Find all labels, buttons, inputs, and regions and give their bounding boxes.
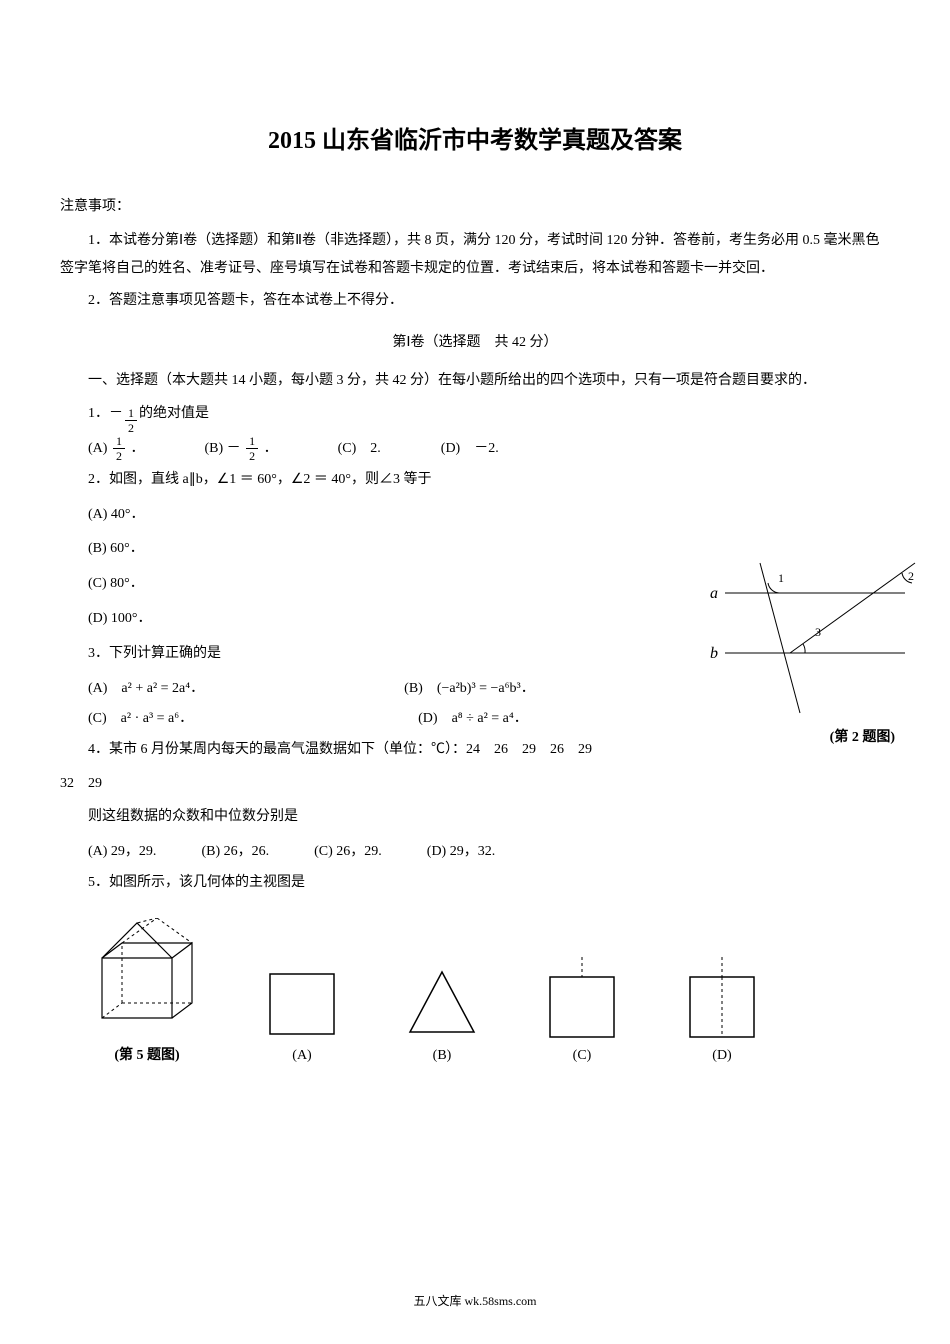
q1-prompt: 1．－ 1 2 的绝对值是 [88, 399, 890, 434]
q1-opt-a: (A) 1 2 ． [88, 434, 144, 465]
q3-opt-a: (A) a² + a² = 2a⁴． [88, 674, 204, 705]
notice-paragraph-1: 1．本试卷分第Ⅰ卷（选择题）和第Ⅱ卷（非选择题），共 8 页，满分 120 分，… [60, 227, 890, 283]
q2-label-2: 2 [908, 569, 914, 583]
q1-suffix: 的绝对值是 [139, 399, 209, 430]
q4-line2: 32 29 [60, 770, 890, 798]
q1-prefix: 1．－ [88, 399, 123, 430]
q4-line3: 则这组数据的众数和中位数分别是 [88, 802, 890, 833]
q5-opt-b-icon [402, 962, 482, 1042]
q5-opt-c-label: (C) [573, 1048, 592, 1064]
q2-label-1: 1 [778, 571, 784, 585]
q5-prompt: 5．如图所示，该几何体的主视图是 [88, 868, 890, 899]
notice-paragraph-2: 2．答题注意事项见答题卡，答在本试卷上不得分． [60, 287, 890, 315]
q5-opt-a-block: (A) [262, 962, 342, 1064]
q4-options: (A) 29，29. (B) 26，26. (C) 26，29. (D) 29，… [88, 837, 890, 868]
q1-options: (A) 1 2 ． (B) － 1 2 ． (C) 2. (D) －2. [88, 434, 890, 465]
q5-3d-icon [92, 918, 202, 1038]
q5-opt-d-label: (D) [712, 1048, 731, 1064]
q4-opt-b: (B) 26，26. [201, 837, 269, 868]
q2-opt-a: (A) 40°． [88, 500, 890, 531]
notice-heading: 注意事项： [60, 195, 890, 215]
part1-title: 第Ⅰ卷（选择题 共 42 分） [60, 331, 890, 351]
q5-opt-d-icon [682, 952, 762, 1042]
q5-opt-c-block: (C) [542, 952, 622, 1064]
q2-figure-label: (第 2 题图) [830, 726, 895, 746]
q1-opt-b: (B) － 1 2 ． [204, 434, 277, 465]
q3-opt-b: (B) (−a²b)³ = −a⁶b³． [404, 674, 535, 705]
q4-opt-c: (C) 26，29. [314, 837, 382, 868]
q3-opt-c: (C) a² · a³ = a⁶． [88, 704, 193, 735]
q4-prompt: 4．某市 6 月份某周内每天的最高气温数据如下（单位：℃）：24 26 29 2… [88, 735, 890, 766]
q2-prompt: 2．如图，直线 a∥b，∠1 ＝ 60°，∠2 ＝ 40°，则∠3 等于 [88, 465, 890, 496]
q1-opt-d: (D) －2. [441, 434, 499, 465]
q5-opt-a-icon [262, 962, 342, 1042]
q1-fraction: 1 2 [125, 407, 137, 434]
q5-figure-label: (第 5 题图) [114, 1044, 179, 1064]
q5-3d-figure: (第 5 题图) [92, 918, 202, 1064]
q5-opt-c-icon [542, 952, 622, 1042]
q4-opt-d: (D) 29，32. [427, 837, 495, 868]
q2-label-b: b [710, 645, 718, 662]
document-title: 2015 山东省临沂市中考数学真题及答案 [60, 120, 890, 155]
q4-opt-a: (A) 29，29. [88, 837, 156, 868]
q1-opt-c: (C) 2. [338, 434, 381, 465]
q5-opt-b-block: (B) [402, 962, 482, 1064]
q5-opt-b-label: (B) [433, 1048, 452, 1064]
q2-label-3: 3 [815, 625, 821, 639]
page-footer: 五八文库 wk.58sms.com [0, 1292, 950, 1309]
part1-instructions: 一、选择题（本大题共 14 小题，每小题 3 分，共 42 分）在每小题所给出的… [60, 367, 890, 395]
q2-figure: a b 1 2 3 [690, 558, 920, 723]
q5-figures-row: (第 5 题图) (A) (B) (C) (D) [92, 918, 890, 1064]
q5-opt-d-block: (D) [682, 952, 762, 1064]
q3-opt-d: (D) a⁸ ÷ a² = a⁴． [418, 704, 528, 735]
q5-opt-a-label: (A) [292, 1048, 311, 1064]
q2-label-a: a [710, 585, 718, 602]
